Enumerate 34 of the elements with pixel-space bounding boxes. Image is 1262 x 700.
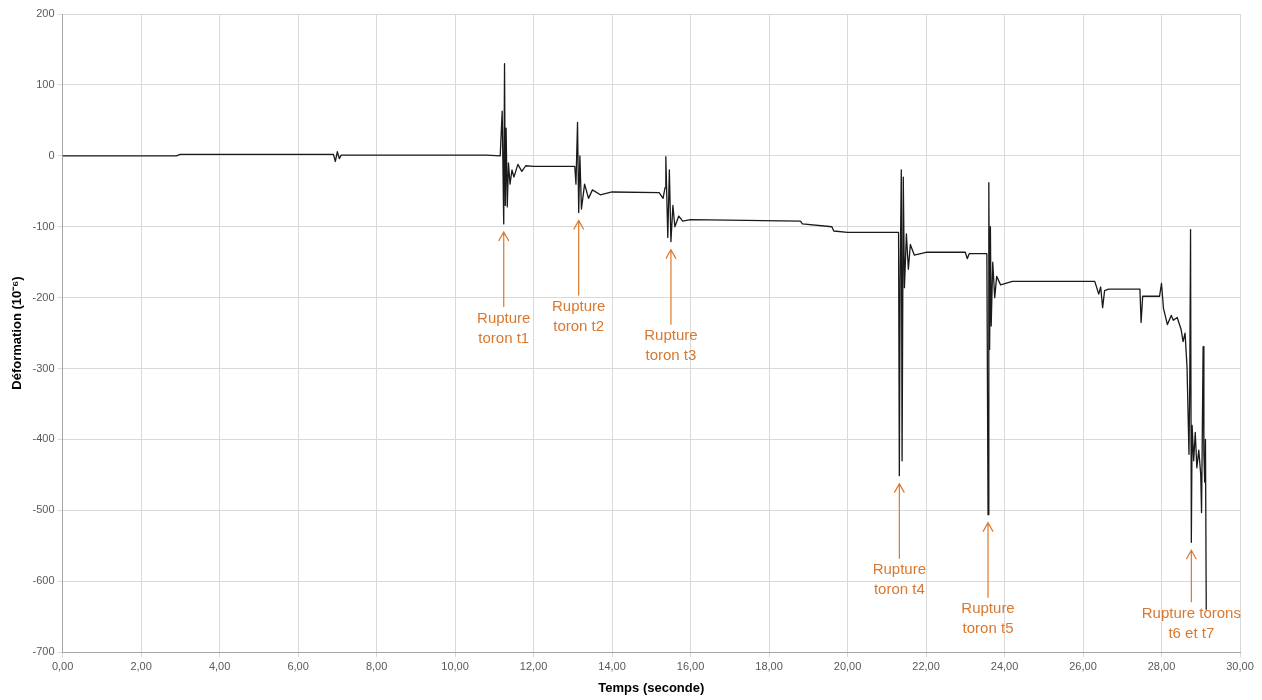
y-tick-label: -500: [32, 503, 55, 516]
x-tick-label: 30,00: [1226, 659, 1254, 672]
annotation: Rupture toron t2: [552, 297, 606, 335]
x-tick-label: 18,00: [755, 659, 783, 672]
y-tick-label: -100: [32, 219, 55, 232]
annotation: Rupture toron t1: [477, 308, 531, 346]
x-tick-label: 0,00: [51, 659, 74, 672]
x-tick-label: 22,00: [912, 659, 940, 672]
x-tick-label: 28,00: [1147, 659, 1176, 672]
annotation: Rupture toron t3: [644, 326, 698, 364]
annotation: Rupture toron t4: [872, 560, 927, 598]
x-tick-label: 12,00: [519, 659, 548, 672]
x-tick-label: 8,00: [365, 659, 388, 672]
y-tick-label: -400: [32, 432, 55, 445]
x-tick-label: 16,00: [676, 659, 705, 672]
y-tick-label: 0: [48, 148, 55, 161]
x-tick-label: 2,00: [130, 659, 152, 672]
y-tick-label: 200: [36, 7, 55, 20]
x-tick-label: 6,00: [287, 659, 309, 672]
y-tick-label: -700: [32, 645, 55, 658]
x-tick-label: 24,00: [990, 659, 1019, 672]
annotation: Rupture torons t6 et t7: [1141, 603, 1241, 641]
x-tick-label: 26,00: [1069, 659, 1097, 672]
y-axis-title: Déformation (10⁻⁶): [9, 276, 25, 390]
x-tick-label: 20,00: [833, 659, 862, 672]
y-tick-label: -200: [32, 290, 55, 303]
y-tick-label: -600: [32, 574, 55, 587]
y-tick-label: -300: [32, 361, 55, 374]
y-tick-label: 100: [36, 77, 55, 90]
annotation: Rupture toron t5: [961, 599, 1015, 637]
x-axis-title: Temps (seconde): [598, 679, 705, 695]
x-tick-label: 10,00: [441, 659, 469, 672]
x-tick-label: 4,00: [208, 659, 231, 672]
x-tick-label: 14,00: [598, 659, 626, 672]
